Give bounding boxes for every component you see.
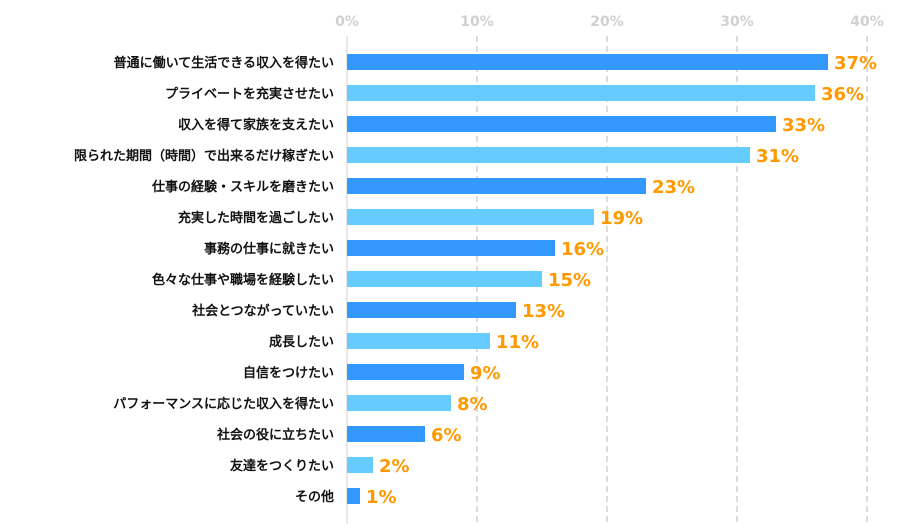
value-label: 9% [470,363,501,384]
bar [347,426,425,442]
x-tick-label: 10% [460,14,494,30]
value-label: 6% [431,425,462,446]
category-label: 社会とつながっていたい [191,303,334,319]
category-label: 事務の仕事に就きたい [204,241,334,257]
x-tick-label: 30% [720,14,754,30]
category-label: プライベートを充実させたい [165,86,334,102]
value-label: 19% [600,208,643,229]
bar [347,116,776,132]
bar [347,209,594,225]
category-label: 収入を得て家族を支えたい [178,117,334,133]
value-label: 36% [821,84,864,105]
category-label: パフォーマンスに応じた収入を得たい [113,396,334,412]
value-label: 33% [782,115,825,136]
value-label: 23% [652,177,695,198]
category-label: 自信をつけたい [243,365,334,381]
bar [347,488,360,504]
value-label: 1% [366,487,397,508]
category-label: 限られた期間（時間）で出来るだけ稼ぎたい [74,148,334,164]
bar [347,147,750,163]
value-label: 13% [522,301,565,322]
category-label: 友達をつくりたい [230,458,334,474]
value-label: 37% [834,53,877,74]
x-tick-label: 0% [335,14,359,30]
category-label: 仕事の経験・スキルを磨きたい [151,179,334,195]
bar [347,178,646,194]
value-label: 2% [379,456,410,477]
bar [347,395,451,411]
category-label: 色々な仕事や職場を経験したい [152,272,334,288]
category-label: 普通に働いて生活できる収入を得たい [114,55,334,71]
bar [347,240,555,256]
x-tick-label: 40% [850,14,884,30]
category-label: 充実した時間を過ごしたい [178,210,334,226]
bar [347,457,373,473]
value-label: 15% [548,270,591,291]
category-label: 社会の役に立ちたい [216,427,334,443]
bar [347,302,516,318]
category-label: その他 [295,489,334,505]
bar [347,333,490,349]
category-label: 成長したい [269,334,334,350]
value-label: 8% [457,394,488,415]
bar [347,54,828,70]
value-label: 11% [496,332,539,353]
bar [347,85,815,101]
value-label: 16% [561,239,604,260]
bar [347,364,464,380]
value-label: 31% [756,146,799,167]
x-tick-label: 20% [590,14,624,30]
bar [347,271,542,287]
